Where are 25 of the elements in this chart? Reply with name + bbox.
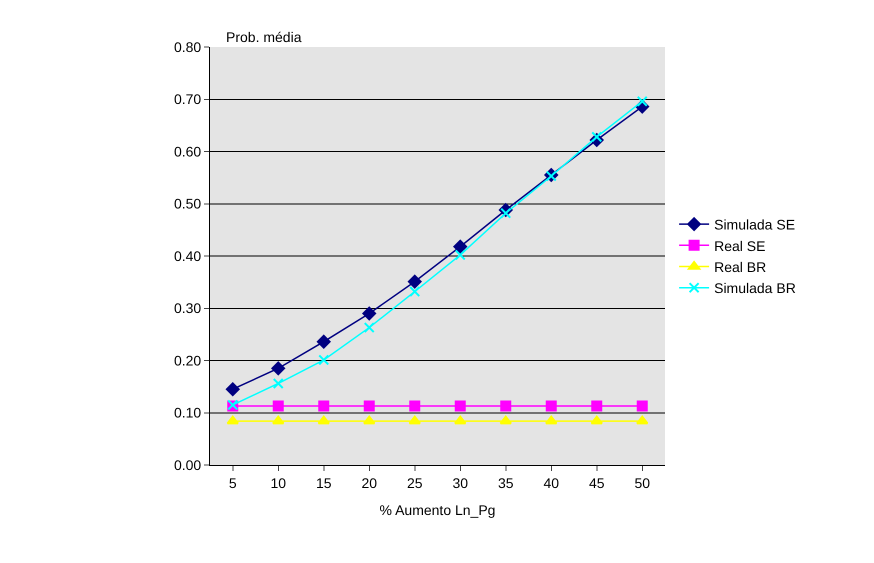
x-tick-label: 20: [361, 474, 378, 491]
y-tick-label: 0.50: [174, 196, 202, 212]
x-axis-title: % Aumento Ln_Pg: [380, 502, 496, 518]
y-tick-label: 0.30: [174, 300, 202, 316]
x-tick-label: 50: [634, 474, 650, 491]
y-tick-label: 0.70: [174, 91, 202, 108]
legend-label: Real SE: [714, 238, 766, 254]
y-tick-label: 0.20: [174, 352, 202, 368]
legend-label: Simulada SE: [714, 216, 796, 233]
y-axis-title: Prob. média: [226, 29, 302, 45]
x-tick-label: 45: [588, 474, 605, 491]
x-tick-label: 30: [452, 474, 468, 491]
y-tick-label: 0.60: [174, 143, 202, 160]
legend-label: Simulada BR: [714, 280, 796, 296]
y-tick-label: 0.80: [174, 38, 202, 55]
x-tick-label: 25: [406, 474, 423, 491]
y-tick-label: 0.00: [174, 456, 202, 473]
x-tick-label: 35: [498, 474, 514, 491]
x-tick-label: 10: [270, 474, 286, 491]
y-tick-label: 0.10: [174, 404, 202, 421]
x-tick-label: 5: [228, 474, 237, 491]
legend-label: Real BR: [714, 258, 766, 275]
y-tick-label: 0.40: [174, 248, 202, 264]
x-tick-label: 40: [543, 474, 560, 491]
x-tick-label: 15: [316, 474, 332, 491]
